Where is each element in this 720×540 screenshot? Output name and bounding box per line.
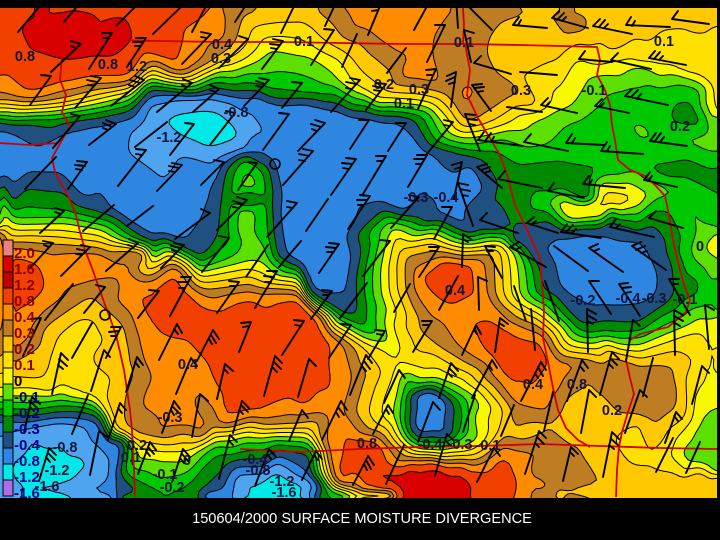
svg-text:-0.3: -0.3 xyxy=(404,190,429,206)
svg-text:-0.8: -0.8 xyxy=(14,453,40,470)
svg-text:-0.1: -0.1 xyxy=(582,83,607,99)
svg-text:-0.2: -0.2 xyxy=(571,293,596,309)
svg-text:0.4: 0.4 xyxy=(445,283,465,299)
svg-text:-0.8: -0.8 xyxy=(224,105,249,121)
svg-text:0.1: 0.1 xyxy=(294,34,314,50)
svg-text:-1.2: -1.2 xyxy=(157,130,182,146)
svg-text:0.2: 0.2 xyxy=(14,341,35,358)
svg-text:0.2: 0.2 xyxy=(127,438,147,454)
svg-text:0.2: 0.2 xyxy=(374,77,394,93)
svg-text:1.2: 1.2 xyxy=(127,59,147,75)
svg-text:0: 0 xyxy=(14,373,22,390)
svg-text:-0.4: -0.4 xyxy=(243,452,268,468)
svg-text:0.1: 0.1 xyxy=(454,35,474,51)
svg-text:-1.2: -1.2 xyxy=(14,469,40,486)
svg-text:-0.3: -0.3 xyxy=(642,291,667,307)
svg-text:-1.6: -1.6 xyxy=(35,479,60,495)
svg-text:-0.1: -0.1 xyxy=(14,389,40,406)
svg-text:-0.4: -0.4 xyxy=(434,190,459,206)
svg-text:0.2: 0.2 xyxy=(602,403,622,419)
svg-text:-0.1: -0.1 xyxy=(153,467,178,483)
svg-text:-0.4: -0.4 xyxy=(418,437,443,453)
svg-text:-1.6: -1.6 xyxy=(272,485,297,501)
svg-text:0.3: 0.3 xyxy=(14,325,35,342)
svg-text:0.1: 0.1 xyxy=(121,450,141,466)
svg-text:-0.3: -0.3 xyxy=(448,437,473,453)
svg-text:-0.8: -0.8 xyxy=(53,440,78,456)
svg-text:1.2: 1.2 xyxy=(14,277,35,294)
svg-text:0.4: 0.4 xyxy=(178,357,198,373)
svg-text:0.1: 0.1 xyxy=(14,357,35,374)
svg-text:-0.4: -0.4 xyxy=(14,437,41,454)
svg-text:-0.2: -0.2 xyxy=(14,405,40,422)
svg-text:150604/2000 SURFACE MOISTURE D: 150604/2000 SURFACE MOISTURE DIVERGENCE xyxy=(192,511,532,527)
svg-text:2.0: 2.0 xyxy=(14,245,35,262)
svg-text:0.8: 0.8 xyxy=(15,49,35,65)
svg-text:-0.2: -0.2 xyxy=(160,480,185,496)
svg-text:0.4: 0.4 xyxy=(14,309,36,326)
svg-text:0.8: 0.8 xyxy=(567,377,587,393)
svg-text:0.8: 0.8 xyxy=(98,57,118,73)
svg-text:-0.8: -0.8 xyxy=(246,463,271,479)
svg-text:0.4: 0.4 xyxy=(523,377,543,393)
svg-text:0: 0 xyxy=(183,453,191,469)
svg-text:0.3: 0.3 xyxy=(409,82,429,98)
svg-text:0.3: 0.3 xyxy=(511,83,531,99)
svg-text:-0.1: -0.1 xyxy=(673,292,698,308)
svg-text:0.4: 0.4 xyxy=(212,37,232,53)
svg-text:0.2: 0.2 xyxy=(670,119,690,135)
svg-text:1.6: 1.6 xyxy=(14,261,35,278)
svg-text:-0.4: -0.4 xyxy=(616,291,641,307)
svg-text:0: 0 xyxy=(696,239,704,255)
svg-text:-1.2: -1.2 xyxy=(270,474,295,490)
svg-text:-1.6: -1.6 xyxy=(14,485,40,502)
svg-text:0.1: 0.1 xyxy=(654,34,674,50)
svg-text:0.8: 0.8 xyxy=(357,436,377,452)
svg-text:0.8: 0.8 xyxy=(14,293,35,310)
svg-text:-1.2: -1.2 xyxy=(45,463,70,479)
svg-text:-0.1: -0.1 xyxy=(476,438,501,454)
svg-text:-0.3: -0.3 xyxy=(158,410,183,426)
svg-text:0.3: 0.3 xyxy=(211,51,231,67)
svg-text:-0.3: -0.3 xyxy=(14,421,40,438)
svg-text:0.1: 0.1 xyxy=(394,96,414,112)
